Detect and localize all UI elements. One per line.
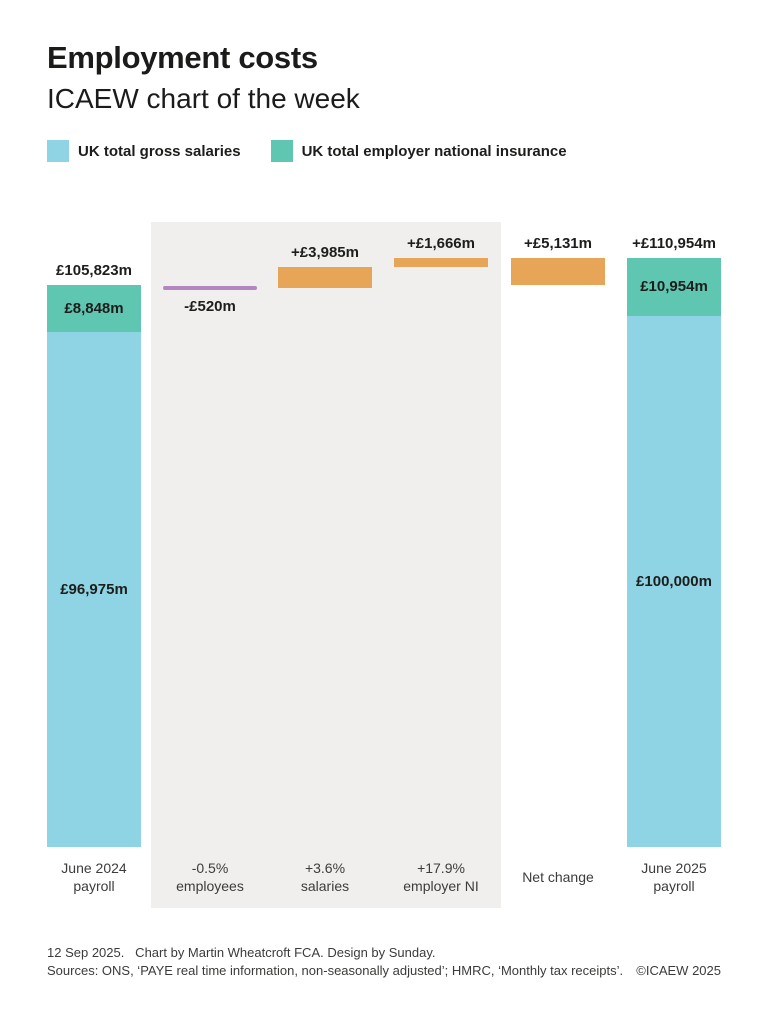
total-value-label: £105,823m [56,262,132,279]
column-net-change: +£5,131m Net change [511,0,605,1024]
bar-segment-gross-salaries: £96,975m [47,331,141,847]
segment-value-label: £10,954m [640,278,708,296]
bar-june-2025-payroll: +£110,954m £10,954m £100,000m June 2025 … [627,0,721,1024]
axis-label-employees: -0.5% employees [176,859,244,894]
axis-label-net-change: Net change [522,868,594,885]
legend-item-employer-ni: UK total employer national insurance [270,140,567,162]
bar-segment-employer-ni: £8,848m [47,285,141,332]
delta-value-label: -£520m [184,297,236,315]
footer-date-credit: 12 Sep 2025. Chart by Martin Wheatcroft … [47,945,436,960]
bar-june-2024-payroll: £105,823m £8,848m £96,975m June 2024 pay… [47,0,141,1024]
increase-bar-employer-ni [394,257,488,267]
segment-value-label: £100,000m [636,572,712,590]
legend-label-gross-salaries: UK total gross salaries [78,142,241,160]
legend-swatch-gross-salaries-icon [47,140,69,162]
segment-value-label: £96,975m [60,580,128,598]
axis-label-june-2024-payroll: June 2024 payroll [61,859,127,894]
axis-label-employer-ni: +17.9% employer NI [403,859,479,894]
page-subtitle: ICAEW chart of the week [47,83,360,114]
increase-bar-net-change [511,257,605,285]
axis-label-salaries: +3.6% salaries [300,859,350,894]
decrease-line [163,285,257,290]
delta-value-label: +£3,985m [291,243,359,261]
bar-segment-employer-ni: £10,954m [627,257,721,316]
legend-label-employer-ni: UK total employer national insurance [301,142,567,160]
legend: UK total gross salaries UK total employe… [47,140,567,162]
delta-value-label: +£5,131m [524,234,592,252]
footer-sources: Sources: ONS, ‘PAYE real time informatio… [47,963,624,978]
axis-label-june-2025-payroll: June 2025 payroll [641,859,707,894]
chart-highlight-panel [151,222,501,908]
column-employees-decrease: -£520m -0.5% employees [163,0,257,1024]
delta-value-label: +£1,666m [407,234,475,252]
column-salaries-increase: +£3,985m +3.6% salaries [278,0,372,1024]
increase-bar-salaries [278,266,372,288]
legend-swatch-employer-ni-icon [270,140,293,162]
bar-segment-gross-salaries: £100,000m [627,315,721,847]
page-title: Employment costs [47,40,318,75]
legend-item-gross-salaries: UK total gross salaries [47,140,241,162]
column-employer-ni-increase: +£1,666m +17.9% employer NI [394,0,488,1024]
total-value-label: +£110,954m [632,234,716,252]
segment-value-label: £8,848m [64,299,124,317]
footer-copyright: ©ICAEW 2025 [636,963,721,978]
